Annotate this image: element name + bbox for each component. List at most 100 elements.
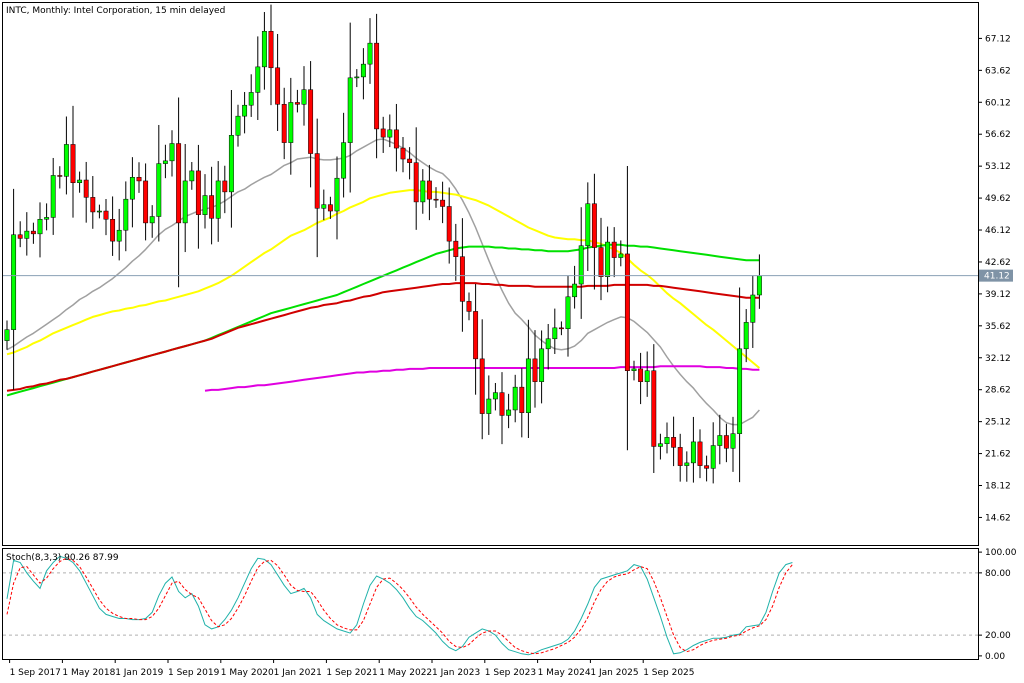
candle-body (737, 348, 743, 434)
candle-body (255, 66, 261, 93)
candle-body (116, 229, 122, 242)
candle-body (189, 170, 195, 182)
candle-body (156, 163, 162, 217)
y-tick-label: 32.12 (985, 354, 1011, 364)
y-tick-label: 42.62 (985, 258, 1011, 268)
stochastic-lines (6, 555, 793, 656)
candle-body (50, 175, 56, 218)
candle-body (664, 437, 670, 444)
candle-body (222, 180, 228, 193)
y-tick-label: 63.62 (985, 66, 1011, 76)
x-tick-label: 1 Jan 2021 (274, 668, 322, 678)
candle-body (413, 162, 419, 203)
candle-body (717, 435, 723, 446)
candle-body (129, 177, 135, 200)
candle-body (176, 143, 182, 224)
y-tick-label: 14.62 (985, 513, 1011, 523)
candle-body (743, 322, 749, 350)
candle-body (77, 179, 83, 184)
candle-body (572, 283, 578, 298)
x-axis: 1 Sep 2017 1 May 2018 1 Jan 2019 1 Sep 2019… (9, 659, 695, 678)
candle-body (512, 386, 518, 411)
candle-body (479, 358, 485, 414)
candle-body (651, 370, 657, 447)
candle-body (136, 177, 142, 182)
x-tick-label: 1 Jan 2025 (590, 668, 638, 678)
candle-body (499, 392, 505, 416)
candle-body (367, 42, 373, 65)
candle-body (624, 253, 630, 371)
candle-body (644, 370, 650, 382)
candle-body (37, 219, 43, 235)
candle-body (565, 296, 571, 329)
current-price-marker: 41.12 (3, 269, 1013, 282)
y-tick-label: 25.12 (985, 418, 1011, 428)
candle-body (697, 441, 703, 466)
y-tick-label: 18.12 (985, 482, 1011, 492)
y-tick-label: 67.12 (985, 34, 1011, 44)
candle-body (400, 147, 406, 160)
candle-body (341, 142, 347, 179)
candle-body (70, 144, 76, 184)
candle-body (281, 104, 287, 143)
candle-body (578, 245, 584, 285)
candle-body (30, 230, 36, 235)
x-tick-label: 1 Sep 2023 (485, 668, 536, 678)
y-tick-label: 35.62 (985, 322, 1011, 332)
candle-body (671, 437, 677, 448)
candle-body (545, 338, 551, 350)
candle-body (294, 102, 300, 105)
candlesticks (4, 4, 762, 484)
candle-body (459, 256, 465, 302)
candle-body (756, 275, 762, 296)
stoch-y-tick-label: 100.00 (985, 548, 1017, 558)
x-tick-label: 1 May 2024 (538, 668, 591, 678)
candle-body (677, 447, 683, 466)
candle-body (420, 180, 426, 203)
candle-body (558, 327, 564, 330)
candle-body (453, 240, 459, 257)
y-tick-label: 53.12 (985, 162, 1011, 172)
candle-body (123, 198, 129, 231)
candle-body (327, 204, 333, 212)
candle-body (321, 204, 327, 209)
y-tick-label: 28.62 (985, 386, 1011, 396)
candle-body (169, 143, 175, 162)
candle-body (347, 77, 353, 143)
candle-body (83, 179, 89, 198)
candle-body (492, 392, 498, 400)
candle-body (466, 301, 472, 312)
candle-body (248, 92, 254, 106)
candle-body (360, 63, 366, 78)
candle-body (374, 42, 380, 130)
candle-body (209, 195, 215, 219)
candle-body (261, 31, 267, 68)
candle-body (605, 241, 611, 277)
candle-body (288, 102, 294, 143)
candle-body (532, 358, 538, 382)
candle-body (446, 206, 452, 242)
candle-body (591, 203, 597, 248)
candle-body (44, 217, 50, 220)
candle-body (143, 180, 149, 224)
candle-body (525, 358, 531, 413)
x-tick-label: 1 May 2020 (221, 668, 274, 678)
candle-body (242, 104, 248, 117)
candle-body (110, 219, 116, 242)
candle-body (301, 89, 307, 105)
candle-body (195, 170, 201, 215)
candle-body (182, 180, 188, 224)
x-tick-label: 1 Jan 2023 (432, 668, 480, 678)
candle-body (611, 241, 617, 258)
chart-header: INTC, Monthly: Intel Corporation, 15 min… (6, 6, 225, 16)
candle-body (690, 441, 696, 464)
candle-body (268, 31, 274, 69)
current-price-label: 41.12 (984, 272, 1010, 282)
candle-body (407, 158, 413, 163)
candle-body (275, 67, 281, 105)
x-tick-label: 1 May 2018 (62, 668, 115, 678)
candle-body (63, 144, 69, 177)
candle-body (585, 203, 591, 246)
x-tick-label: 1 Sep 2021 (326, 668, 377, 678)
candle-body (4, 329, 10, 341)
